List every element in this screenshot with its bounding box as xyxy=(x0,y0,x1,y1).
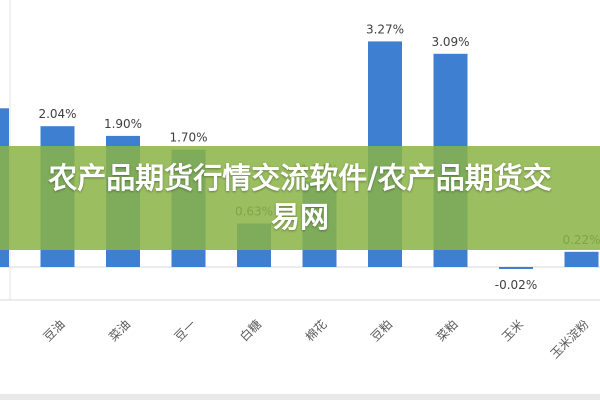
x-tick-label-1: 豆油 xyxy=(41,317,68,344)
data-label-8: -0.02% xyxy=(495,278,537,292)
data-label-6: 3.27% xyxy=(366,22,404,36)
bar-8 xyxy=(499,267,533,269)
x-tick-label-8: 玉米 xyxy=(499,317,526,344)
data-label-7: 3.09% xyxy=(431,35,469,49)
x-tick-labels-layer: 豆油 菜油 豆一 白糖 棉花 豆粕 菜粕 玉米 玉米淀粉 xyxy=(41,317,592,362)
title-banner: 农产品期货行情交流软件/农产品期货交易网 xyxy=(0,146,600,250)
x-tick-label-7: 菜粕 xyxy=(433,317,461,345)
x-tick-label-4: 白糖 xyxy=(237,317,265,345)
x-tick-label-3: 豆一 xyxy=(172,317,199,344)
x-tick-label-9: 玉米淀粉 xyxy=(548,317,592,361)
x-tick-label-5: 棉花 xyxy=(302,317,330,345)
bottom-strip xyxy=(0,394,600,400)
data-label-1: 2.04% xyxy=(38,107,76,121)
x-tick-label-6: 豆粕 xyxy=(368,317,396,345)
data-label-2: 1.90% xyxy=(104,117,142,131)
banner-title: 农产品期货行情交流软件/农产品期货交易网 xyxy=(48,161,552,234)
bar-9 xyxy=(564,251,599,267)
x-tick-label-2: 菜油 xyxy=(106,317,133,344)
data-label-3: 1.70% xyxy=(169,131,207,145)
